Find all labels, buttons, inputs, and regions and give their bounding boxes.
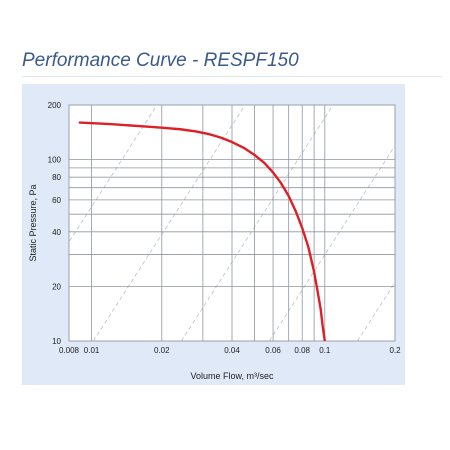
page-title: Performance Curve - RESPF150	[22, 50, 299, 71]
performance-curve	[78, 121, 326, 341]
curve-group	[78, 121, 326, 341]
y-tick-label: 80	[52, 173, 61, 182]
performance-chart: 0.008 0.01 0.02 0.04 0.06 0.08 0.1 0.2 10 20 40 60…	[28, 101, 401, 381]
reference-lines	[69, 105, 395, 341]
y-tick-label: 40	[52, 228, 61, 237]
x-tick-label: 0.06	[265, 346, 281, 355]
x-axis-label: Volume Flow, m³/sec	[190, 371, 274, 381]
x-tick-label: 0.04	[224, 346, 240, 355]
x-tick-label: 0.2	[389, 346, 401, 355]
x-tick-label: 0.08	[294, 346, 310, 355]
y-axis-ticks: 10 20 40 60 80 100 200	[48, 101, 62, 346]
reference-line	[93, 105, 246, 341]
y-axis-label: Static Pressure, Pa	[28, 184, 38, 261]
x-axis-ticks: 0.008 0.01 0.02 0.04 0.06 0.08 0.1 0.2	[59, 346, 401, 355]
reference-line	[269, 144, 395, 341]
x-tick-label: 0.008	[59, 346, 80, 355]
reference-line	[69, 105, 158, 243]
y-tick-label: 200	[48, 101, 62, 110]
y-tick-label: 100	[48, 156, 62, 165]
reference-line	[181, 105, 334, 341]
chart-panel: 0.008 0.01 0.02 0.04 0.06 0.08 0.1 0.2 10 20 40 60…	[22, 84, 405, 385]
x-tick-label: 0.01	[84, 346, 100, 355]
grid-lines	[69, 105, 395, 341]
x-tick-label: 0.1	[319, 346, 331, 355]
title-divider	[22, 76, 442, 77]
x-tick-label: 0.02	[154, 346, 170, 355]
y-tick-label: 60	[52, 196, 61, 205]
y-tick-label: 10	[52, 337, 61, 346]
y-tick-label: 20	[52, 282, 61, 291]
